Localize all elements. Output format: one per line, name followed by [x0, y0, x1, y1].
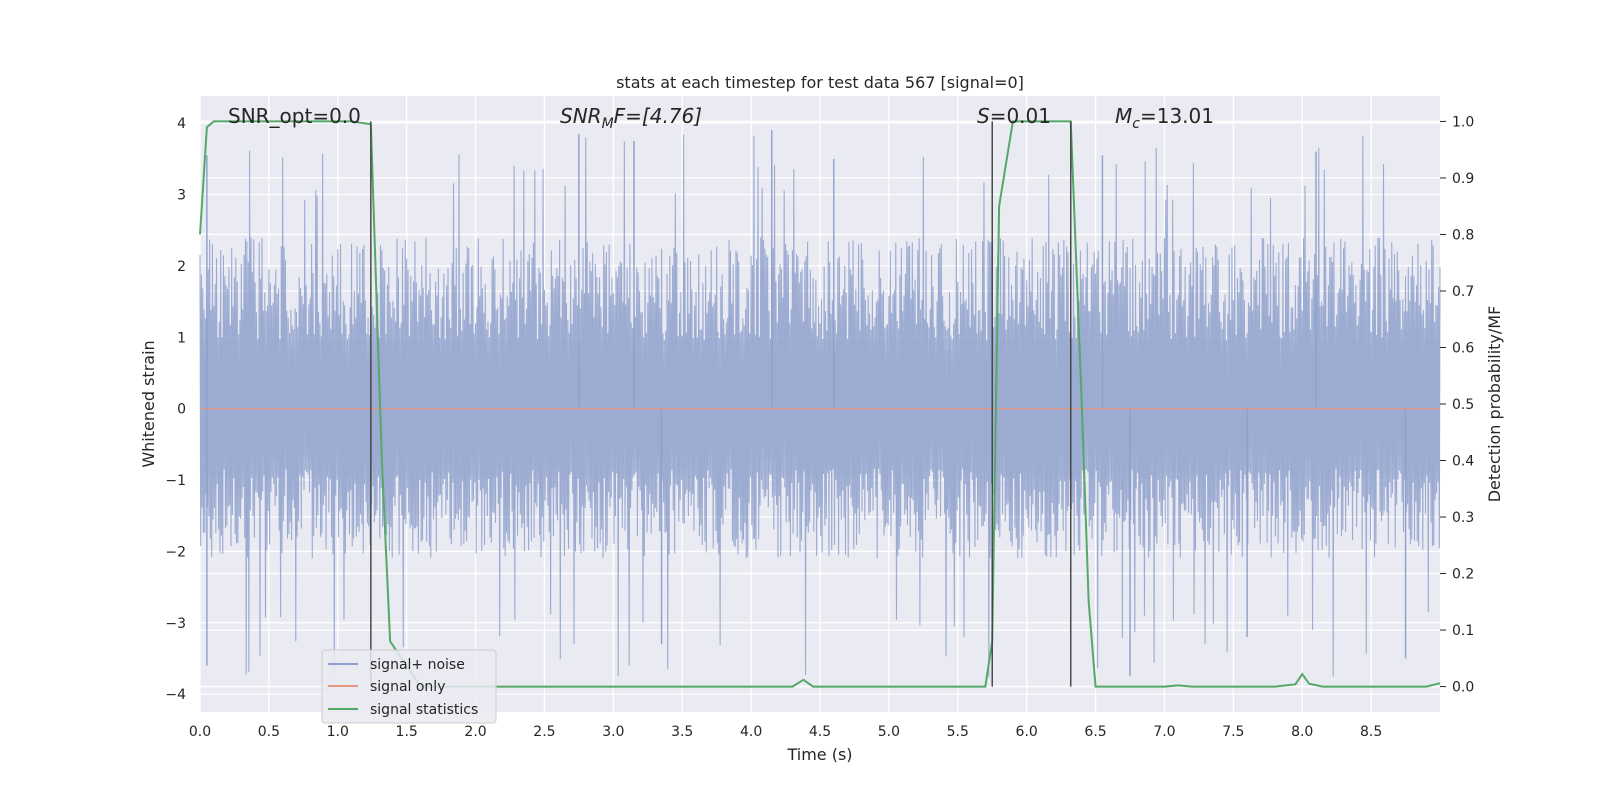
signal-statistics-line	[199, 120, 1441, 688]
x-tick-label: 6.0	[1016, 724, 1038, 740]
y-right-tick-label: 0.7	[1452, 284, 1474, 300]
x-tick-label: 1.0	[327, 724, 349, 740]
y-axis-right-label: Detection probability/MF	[1485, 306, 1504, 503]
annotation-snr-opt: SNR_opt=0.0	[228, 104, 361, 128]
x-tick-label: 2.0	[464, 724, 486, 740]
y-right-tick-label: 0.6	[1452, 340, 1474, 356]
legend-label-signal-only: signal only	[370, 679, 445, 695]
x-tick-label: 2.5	[533, 724, 555, 740]
axis-ticks: 0.0 0.5 1.0 1.5 2.0 2.5 3.0 3.5 4.0 4.5 5.0 5.5 6.0 6…	[165, 114, 1474, 740]
x-tick-label: 4.5	[809, 724, 831, 740]
y-right-tick-label: 0.5	[1452, 397, 1474, 413]
x-tick-label: 1.5	[396, 724, 418, 740]
y-axis-left-label: Whitened strain	[139, 340, 158, 467]
y-left-tick-label: 2	[177, 259, 186, 275]
annotation-s-label: S	[977, 104, 990, 128]
annotation-s-value: =0.01	[990, 104, 1051, 128]
vertical-markers	[370, 121, 1072, 687]
y-right-tick-label: 0.9	[1452, 171, 1474, 187]
x-tick-label: 3.0	[602, 724, 624, 740]
signal-noise-line	[199, 134, 1441, 677]
y-right-tick-label: 1.0	[1452, 114, 1474, 130]
x-tick-label: 8.5	[1360, 724, 1382, 740]
annotation-s: S=0.01	[977, 104, 1051, 128]
x-tick-label: 7.0	[1153, 724, 1175, 740]
annotation-mc-value: =13.01	[1140, 104, 1214, 128]
x-tick-label: 0.0	[189, 724, 211, 740]
y-left-tick-label: 3	[177, 188, 186, 204]
x-tick-label: 8.0	[1291, 724, 1313, 740]
annotation-snr-mf: SNRMF=[4.76]	[560, 104, 702, 132]
y-right-tick-label: 0.1	[1452, 623, 1474, 639]
series-signal-statistics	[199, 120, 1441, 688]
x-tick-label: 4.0	[740, 724, 762, 740]
y-right-tick-label: 0.0	[1452, 680, 1474, 696]
annotation-mc-base: M	[1115, 104, 1132, 128]
y-left-tick-label: −1	[165, 473, 186, 489]
series-signal-noise	[199, 130, 1441, 677]
x-axis-label: Time (s)	[786, 745, 852, 764]
x-tick-label: 5.5	[947, 724, 969, 740]
legend: signal+ noise signal only signal statist…	[321, 649, 497, 724]
y-left-tick-label: 0	[177, 402, 186, 418]
annotation-mc-sub: c	[1132, 116, 1140, 132]
legend-label-signal-noise: signal+ noise	[370, 657, 465, 673]
y-right-tick-label: 0.8	[1452, 227, 1474, 243]
legend-box	[321, 649, 497, 724]
y-left-tick-label: 1	[177, 330, 186, 346]
x-tick-label: 0.5	[258, 724, 280, 740]
annotation-snr-mf-tail: F=[4.76]	[614, 104, 702, 128]
x-tick-label: 3.5	[671, 724, 693, 740]
annotation-mc: Mc=13.01	[1115, 104, 1214, 132]
legend-label-signal-statistics: signal statistics	[370, 702, 478, 718]
x-tick-label: 6.5	[1084, 724, 1106, 740]
y-left-tick-label: −2	[165, 544, 186, 560]
chart-title: stats at each timestep for test data 567…	[616, 73, 1024, 92]
y-right-tick-label: 0.3	[1452, 510, 1474, 526]
y-left-tick-label: −4	[165, 687, 186, 703]
x-tick-label: 5.0	[878, 724, 900, 740]
annotation-snr-mf-base: SNR	[560, 104, 602, 128]
x-tick-label: 7.5	[1222, 724, 1244, 740]
y-left-tick-label: −3	[165, 616, 186, 632]
annotation-snr-mf-sub: M	[602, 116, 614, 132]
y-left-tick-label: 4	[177, 116, 186, 132]
y-right-tick-label: 0.4	[1452, 454, 1474, 470]
y-right-tick-label: 0.2	[1452, 567, 1474, 583]
